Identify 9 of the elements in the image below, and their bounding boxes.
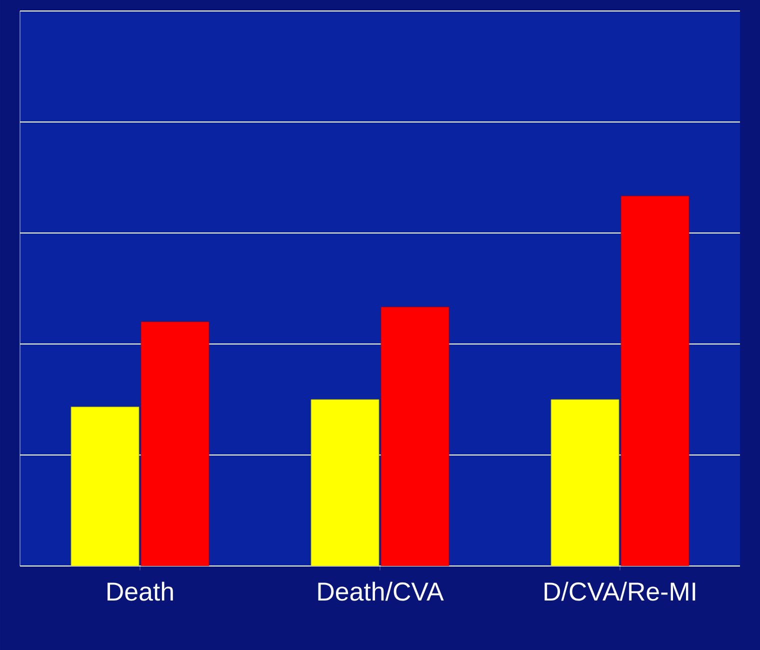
bar — [310, 399, 380, 566]
bar — [70, 406, 140, 566]
bar — [550, 399, 620, 566]
bar — [620, 196, 690, 566]
x-tick-label: D/CVA/Re-MI — [544, 582, 696, 601]
bar — [380, 306, 450, 566]
x-tick-label: Death/CVA — [318, 582, 444, 601]
bar — [140, 322, 210, 566]
x-tick-label: Death — [108, 582, 173, 601]
